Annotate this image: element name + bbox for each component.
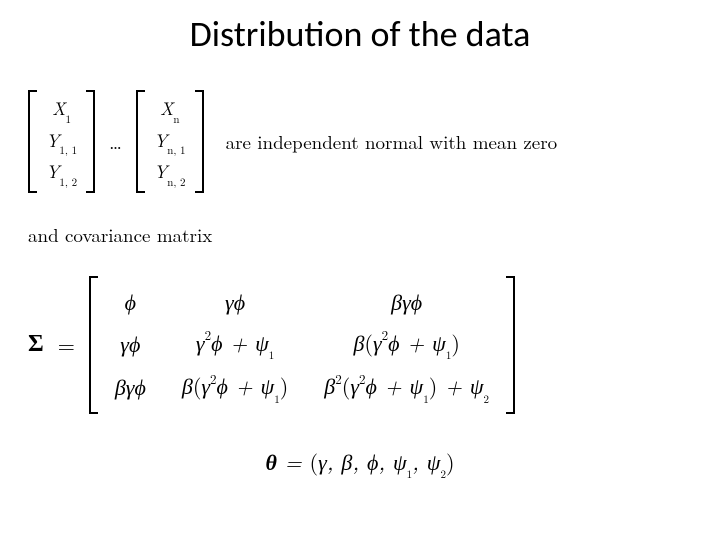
- vector-row: X1 Y1, 1 Y1, 2 … Xn Yn, 1 Yn, 2 are inde…: [28, 90, 692, 193]
- math-content: X1 Y1, 1 Y1, 2 … Xn Yn, 1 Yn, 2 are inde…: [28, 90, 692, 479]
- theta-equation: θ = (γ, β, ϕ, ψ1, ψ2): [28, 446, 692, 479]
- covariance-label: and covariance matrix: [28, 221, 692, 248]
- tail-text: are independent normal with mean zero: [226, 128, 558, 155]
- covariance-matrix: ϕ γϕ βγϕ γϕ γ2ϕ + ψ1 β(γ2ϕ + ψ1) βγϕ β(γ…: [89, 276, 515, 414]
- sigma-symbol: Σ: [28, 331, 44, 358]
- sigma-equation: Σ = ϕ γϕ βγϕ γϕ γ2ϕ + ψ1 β(γ2ϕ + ψ1) βγϕ…: [28, 276, 692, 414]
- ellipsis: …: [105, 128, 126, 155]
- vector-1: X1 Y1, 1 Y1, 2: [28, 90, 95, 193]
- theta-eq: =: [277, 446, 310, 477]
- page-title: Distribution of the data: [0, 12, 720, 56]
- equals-sign: =: [58, 329, 75, 360]
- vector-n: Xn Yn, 1 Yn, 2: [136, 90, 204, 193]
- theta-symbol: θ: [265, 450, 276, 475]
